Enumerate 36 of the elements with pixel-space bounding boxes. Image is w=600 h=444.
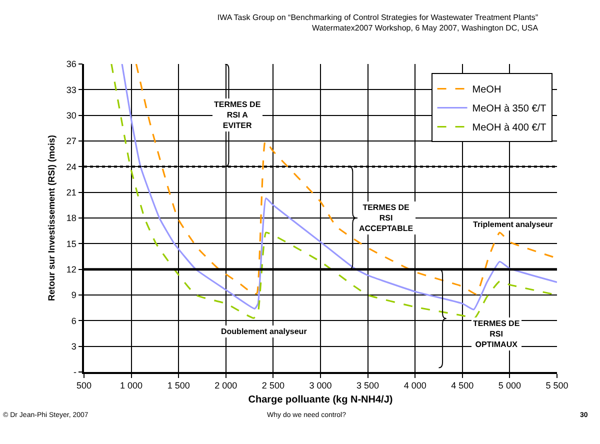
y-tick-label: 30 [66,110,76,120]
x-tick-label: 2 500 [262,380,284,391]
x-axis-title: Charge polluante (kg N-NH4/J) [248,394,393,406]
y-tick-label: 9 [71,290,76,300]
annotation: Doublement analyseur [221,327,307,336]
x-tick-label: 500 [76,380,92,391]
x-tick-label: 3 000 [309,380,332,391]
annotation: Triplement analyseur [473,220,554,229]
y-tick-label: 6 [71,316,76,326]
chart-subtitle: Watermatex2007 Workshop, 6 May 2007, Washington DC, USA [312,23,539,32]
x-tick-label: 5 500 [546,380,568,391]
legend-label: MeOH [472,84,502,96]
x-tick-label: 3 500 [356,380,380,391]
annotation: TERMES DE RSI OPTIMAUX [473,319,520,349]
y-tick-label: 33 [66,84,76,95]
legend-label: MeOH à 350 €/T [472,104,546,115]
x-tick-label: 1 000 [120,380,143,391]
x-tick-label: 4 000 [404,380,426,391]
x-tick-label: 1 500 [167,380,190,391]
y-tick-label: 12 [66,264,76,274]
legend-label: MeOH à 400 €/T [472,122,546,134]
y-axis-title: Retour sur Investissement (RSI) (mois) [46,134,56,302]
y-tick-label: 3 [71,341,76,352]
y-tick-label: 27 [66,136,76,146]
annotation: TERMES DE RSI ACCEPTABLE [359,203,414,233]
y-tick-label: 36 [66,59,76,70]
annotation: TERMES DE RSI A EVITER [214,100,262,130]
y-tick-label: - [73,367,76,378]
x-tick-label: 5 000 [498,380,521,391]
x-tick-label: 2 000 [214,380,238,391]
y-tick-label: 24 [66,162,76,172]
y-tick-label: 15 [66,238,76,249]
y-tick-label: 18 [66,213,76,224]
y-tick-label: 21 [66,187,76,198]
x-tick-label: 4 500 [451,380,474,391]
chart-title: IWA Task Group on “Benchmarking of Control Strategies for Wastewater Treatment Plants” [217,12,538,22]
